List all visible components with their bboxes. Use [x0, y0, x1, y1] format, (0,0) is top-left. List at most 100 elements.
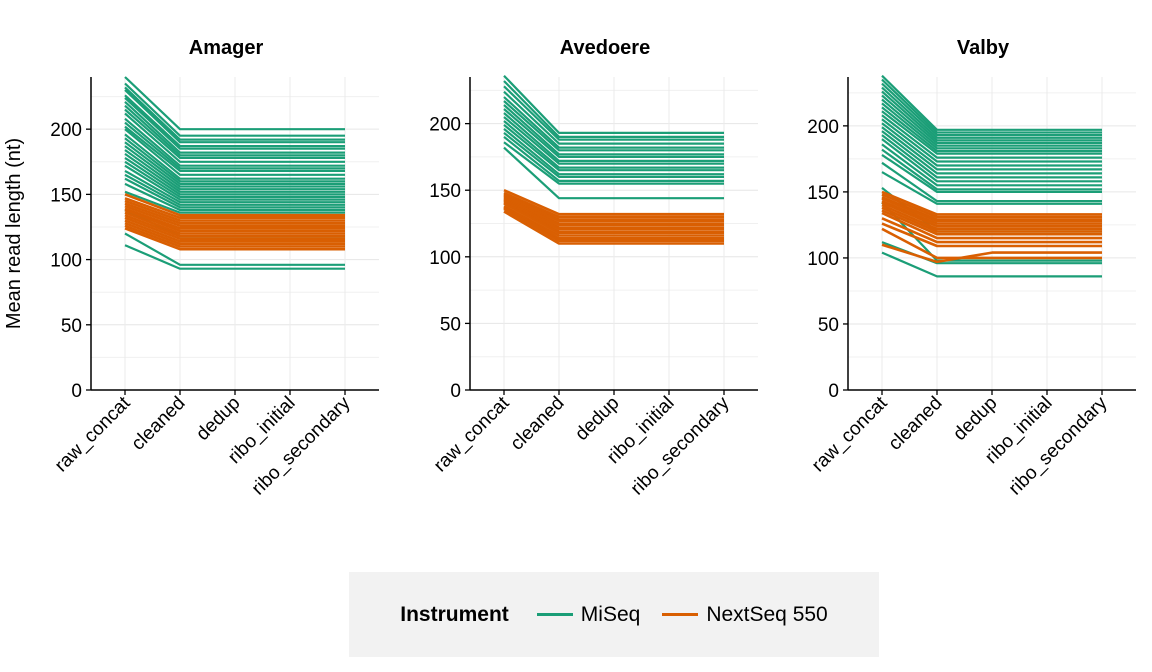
- legend-label-miseq: MiSeq: [580, 602, 641, 626]
- series-line-nextseq-0: [124, 193, 345, 217]
- series-line-nextseq-10: [503, 205, 724, 237]
- series-line-miseq-1: [503, 80, 724, 138]
- series-line-miseq-4: [124, 94, 345, 148]
- series-line-miseq-22: [124, 164, 345, 201]
- series-line-nextseq-1: [881, 193, 1102, 219]
- series-line-miseq-1: [881, 78, 1102, 134]
- series-line-miseq-9: [881, 110, 1102, 155]
- series-line-miseq-7: [503, 108, 724, 158]
- y-tick-label: 200: [429, 115, 461, 136]
- series-line-miseq-20: [124, 156, 345, 196]
- series-line-miseq-4: [881, 90, 1102, 142]
- series-line-miseq-26: [124, 182, 345, 212]
- x-tick-label: dedup: [949, 393, 1001, 445]
- series-line-miseq-8: [503, 112, 724, 162]
- y-tick-label: 100: [50, 251, 82, 272]
- panel-title: Amager: [189, 37, 264, 59]
- series-line-miseq-14: [124, 133, 345, 180]
- y-tick-label: 100: [429, 248, 461, 269]
- series-line-nextseq-0: [881, 190, 1102, 216]
- series-line-miseq-18: [124, 149, 345, 191]
- series-line-nextseq-12: [881, 227, 1102, 260]
- series-line-nextseq-1: [503, 191, 724, 219]
- series-line-nextseq-13: [881, 243, 1102, 264]
- series-line-miseq-25: [881, 251, 1102, 278]
- x-tick-label: raw_concat: [808, 392, 892, 476]
- series-line-miseq-23: [124, 169, 345, 204]
- series-line-nextseq-4: [124, 204, 345, 227]
- legend-item-nextseq: NextSeq 550: [662, 602, 828, 627]
- series-line-miseq-11: [503, 124, 724, 172]
- y-tick-label: 200: [807, 117, 839, 138]
- series-line-miseq-12: [503, 128, 724, 176]
- series-line-miseq-18: [881, 148, 1102, 191]
- series-line-miseq-3: [503, 90, 724, 145]
- series-line-miseq-2: [503, 85, 724, 141]
- series-line-nextseq-1: [124, 197, 345, 220]
- series-line-nextseq-5: [503, 197, 724, 227]
- series-line-nextseq-6: [124, 208, 345, 233]
- legend-swatch-miseq: [536, 613, 573, 616]
- series-line-miseq-9: [124, 112, 345, 163]
- series-line-miseq-10: [503, 120, 724, 169]
- series-line-miseq-16: [124, 141, 345, 185]
- series-line-miseq-20: [881, 161, 1102, 203]
- series-line-miseq-8: [881, 106, 1102, 153]
- series-line-miseq-29: [124, 232, 345, 266]
- series-line-miseq-12: [124, 125, 345, 172]
- legend-label-nextseq: NextSeq 550: [706, 602, 828, 626]
- series-line-miseq-21: [881, 171, 1102, 205]
- series-line-miseq-5: [124, 97, 345, 150]
- series-line-miseq-0: [503, 74, 724, 134]
- x-tick-label: dedup: [192, 393, 244, 445]
- y-axis-title: Mean read length (nt): [3, 138, 25, 329]
- series-line-miseq-0: [124, 76, 345, 131]
- series-line-miseq-6: [881, 98, 1102, 147]
- series-line-miseq-24: [124, 173, 345, 206]
- faceted-line-chart: Mean read length (nt) 0 50 100 150 200 raw_con…: [3, 37, 1136, 499]
- series-line-nextseq-12: [503, 207, 724, 243]
- series-line-nextseq-0: [503, 189, 724, 216]
- panel-title: Valby: [957, 37, 1010, 59]
- y-tick-label: 150: [429, 181, 461, 202]
- series-line-nextseq-5: [881, 201, 1102, 228]
- series-line-miseq-7: [124, 104, 345, 157]
- series-line-miseq-30: [124, 244, 345, 270]
- y-tick-label: 0: [828, 381, 839, 402]
- series-line-nextseq-2: [124, 199, 345, 222]
- series-line-nextseq-6: [881, 203, 1102, 231]
- series-line-nextseq-10: [124, 219, 345, 243]
- series-line-miseq-3: [881, 86, 1102, 139]
- series-line-miseq-3: [124, 89, 345, 144]
- series-line-nextseq-3: [503, 194, 724, 223]
- series-line-miseq-8: [124, 108, 345, 159]
- series-line-miseq-25: [124, 177, 345, 209]
- series-line-miseq-15: [503, 141, 724, 185]
- series-line-miseq-14: [503, 136, 724, 182]
- series-line-miseq-11: [124, 121, 345, 170]
- series-line-miseq-27: [124, 190, 345, 214]
- y-tick-label: 50: [440, 314, 461, 335]
- series-line-miseq-10: [881, 114, 1102, 159]
- y-tick-label: 150: [50, 185, 82, 206]
- series-line-miseq-15: [881, 134, 1102, 179]
- x-tick-label: ribo_secondary: [248, 392, 355, 499]
- y-tick-label: 50: [818, 315, 839, 336]
- series-line-miseq-14: [881, 130, 1102, 175]
- y-tick-label: 0: [450, 381, 461, 402]
- series-line-miseq-7: [881, 102, 1102, 150]
- series-line-miseq-19: [881, 153, 1102, 193]
- series-line-miseq-17: [881, 143, 1102, 187]
- series-line-nextseq-8: [881, 209, 1102, 236]
- series-line-nextseq-8: [124, 213, 345, 238]
- series-line-nextseq-7: [503, 199, 724, 231]
- series-line-miseq-17: [124, 145, 345, 188]
- y-tick-label: 0: [71, 381, 82, 402]
- series-line-nextseq-11: [503, 206, 724, 240]
- series-line-nextseq-13: [503, 210, 724, 245]
- x-tick-label: cleaned: [885, 393, 947, 455]
- x-tick-label: dedup: [571, 393, 623, 445]
- series-line-miseq-21: [124, 160, 345, 199]
